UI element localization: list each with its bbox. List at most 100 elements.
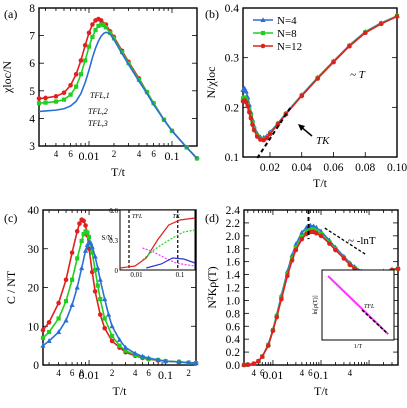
panel-2-xtick-label-5: 4 (133, 368, 138, 378)
panel-3-lnT-line (324, 227, 368, 256)
panel-0-xtick-label-6: 0.1 (165, 149, 180, 163)
panel-3-series-2-point-5 (265, 343, 271, 348)
panel-3-series-2-point-3 (256, 358, 261, 364)
panel-2-series-1-point-14 (98, 297, 103, 302)
panel-2-series-0-point-4 (69, 250, 75, 255)
panel-2-series-0-point-5 (74, 229, 80, 234)
panel-0-frame (38, 7, 198, 147)
panel-0-ytick-label-1: 4 (29, 113, 35, 125)
panel-3-ytick-label-10: 2.0 (226, 231, 241, 243)
panel-0-series-1-point-13 (101, 23, 106, 28)
panel-0-xlabel: T/t (111, 165, 126, 179)
panel-3-series-1-point-16 (314, 228, 319, 233)
panel-2-series-0-point-6 (77, 221, 82, 226)
panel-2-xtick-label-6: 6 (146, 368, 151, 378)
panel-2-series-1-point-0 (40, 335, 46, 340)
panel-0-series-1-point-5 (74, 84, 79, 89)
panel-2-series-1-point-10 (86, 235, 92, 240)
panel-0-ytick-label-5: 8 (29, 3, 35, 15)
panel-2-series-1-point-11 (90, 250, 95, 255)
panel-2-series-1-point-6 (79, 238, 84, 244)
panel-2-series-2-point-14 (97, 276, 103, 282)
panel-3-series-1-point-15 (311, 227, 316, 232)
panel-3-ytick-label-7: 1.4 (226, 270, 241, 282)
panel-2-series-2-point-20 (132, 350, 138, 356)
panel-2-series-2-point-1 (46, 338, 52, 343)
panel-2-series-2-point-22 (145, 355, 152, 361)
panel-2-inset-ylabel: S/N (102, 234, 113, 242)
panel-1-ytick-label-0: 0.1 (225, 152, 240, 164)
panel-1: (b) 0.02 0.04 0.06 0.08 0.10 0.1 0.2 0.3 0.4 T/t N/… (204, 3, 407, 190)
panel-0-series-0-line (38, 18, 198, 159)
panel-3-xtick-label-1: 6 (260, 368, 265, 378)
panel-2-series-2-point-24 (162, 358, 169, 364)
panel-3-series-2-point-28 (395, 266, 401, 272)
panel-2-series-2-point-18 (116, 337, 123, 342)
panel-2-inset: 0 0.3 0.6 S/N 0.01 0.1 TFL TK (102, 207, 196, 279)
panel-2-series-0-point-1 (46, 320, 52, 325)
panel-1-legend-marker-1 (260, 30, 266, 36)
panel-1-series-2-point-3 (245, 104, 251, 109)
panel-2-inset-curve-2 (142, 247, 196, 267)
panel-2-series-2-line (42, 241, 197, 364)
panel-1-legend-label-1: N=8 (277, 28, 297, 40)
panel-2-series-2-point-8 (84, 242, 90, 247)
panel-3-ytick-label-1: 0.2 (226, 347, 241, 359)
panel-2-series-0-point-14 (97, 312, 103, 317)
panel-0-series-0-point-6 (78, 58, 84, 63)
panel-3-series-2-point-8 (279, 296, 284, 302)
panel-0-series-1-point-3 (61, 97, 67, 102)
panel-0-xtick-label-2: 0.01 (78, 149, 99, 163)
panel-1-series-2-point-15 (299, 93, 305, 99)
panel-2-inset-ytick-1: 0.3 (109, 237, 118, 245)
panel-2-series-1-point-18 (123, 348, 128, 353)
panel-1-series-2-point-6 (250, 122, 255, 128)
panel-3-ylabel: N²Kρ(T) (205, 266, 219, 308)
panel-3-series-2-point-10 (289, 258, 295, 263)
panel-2-series-0-point-15 (102, 325, 107, 331)
panel-3-xtick-label-3: 4 (300, 368, 305, 378)
panel-3-inset-ylabel: ln[ρ(T)] (312, 295, 319, 314)
panel-0-series-1-point-8 (86, 44, 92, 49)
panel-0-series-1-point-9 (90, 34, 95, 40)
panel-2-series-2-point-13 (95, 265, 101, 271)
panel-2-xtick-label-3: 0.01 (79, 368, 100, 382)
panel-3-ytick-label-2: 0.4 (226, 334, 241, 346)
panel-3-inset-xlabel: 1/T (354, 344, 363, 350)
panel-2-ytick-label-4: 40 (28, 205, 40, 217)
panel-3-series-1-point-11 (293, 245, 298, 250)
panel-1-series-2-point-7 (251, 127, 257, 133)
panel-1-legend-marker-2 (260, 43, 266, 49)
panel-0-ylabel: χloc/N (0, 61, 14, 94)
panel-0-series-1-point-11 (96, 23, 101, 29)
panel-0-series-2-line (38, 31, 198, 159)
panel-2-xtick-label-4: 2 (110, 368, 115, 378)
panel-2-label: (c) (4, 211, 17, 225)
panel-2-series-2-point-12 (92, 253, 98, 259)
panel-2-series-2-point-27 (193, 360, 199, 366)
panel-0-series-1-point-2 (53, 99, 59, 104)
panel-3-series-2-point-16 (314, 230, 319, 236)
panel-3-series-2-point-21 (347, 262, 353, 268)
panel-1-series-2-point-5 (248, 115, 254, 121)
panel-0-xtick-label-1: 6 (68, 149, 73, 159)
panel-1-arrowhead (298, 124, 305, 131)
panel-2-series-2-point-5 (74, 284, 80, 290)
panel-2-series-2-point-15 (102, 296, 108, 302)
panel-2-series-1-point-15 (102, 316, 107, 321)
panel-2-inset-annotation-0: TFL (132, 214, 143, 220)
panel-0-series-0-point-9 (90, 22, 95, 27)
panel-3-series-2-point-6 (270, 328, 276, 334)
panel-0-xtick-label-5: 6 (151, 149, 156, 159)
panel-2-series-1-point-5 (75, 256, 80, 261)
panel-2-series-1-point-1 (46, 329, 52, 335)
panel-1-series-2-point-19 (362, 30, 368, 36)
panel-3-label: (d) (205, 211, 219, 225)
panel-2-inset-xtick-1: 0.1 (176, 271, 185, 279)
panel-2-ytick-label-0: 0 (33, 360, 39, 372)
panel-3-series-2-point-9 (285, 273, 290, 279)
panel-1-legend-marker-0 (260, 17, 266, 22)
panel-2-series-0-point-2 (56, 300, 61, 306)
panel-2-series-2-point-6 (79, 265, 85, 271)
panel-3-series-1-point-12 (299, 234, 304, 239)
